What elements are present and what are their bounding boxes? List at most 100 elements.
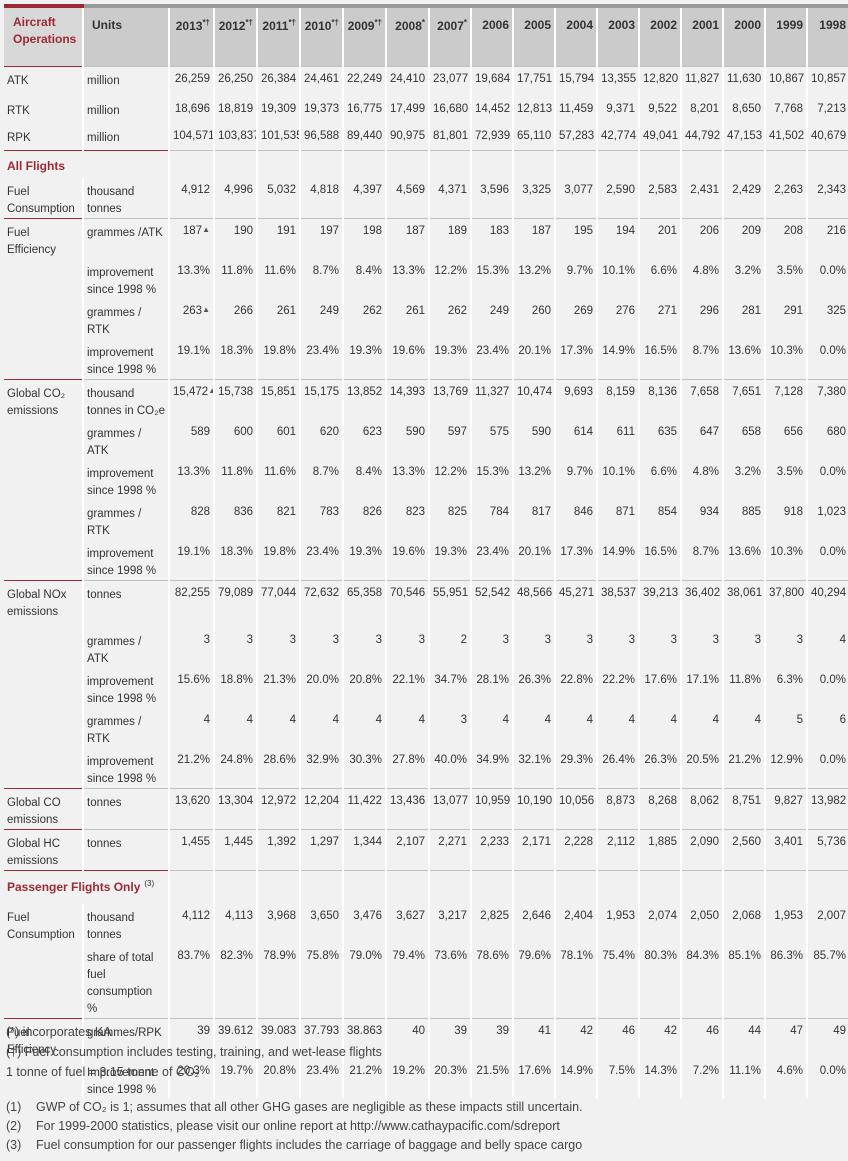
value-text: 4,818 [310,183,339,196]
empty-cell [470,150,513,178]
value-text: 5,032 [267,183,296,196]
value-text: 5 [796,714,803,726]
value-cell: 19,373 [299,96,343,124]
value-text: 80.3% [644,949,677,962]
value-text: 4 [712,714,719,726]
value-text: 84.3% [686,949,719,962]
value-text: 3 [246,634,253,646]
value-text: 262 [447,304,467,317]
value-text: 575 [489,425,509,438]
value-text: 26.4% [602,754,635,766]
value-text: 4.6% [776,1064,803,1077]
value-cell: 19.8% [256,539,300,580]
value-cell: 22.1% [385,668,429,708]
value-cell: 23.4% [470,338,513,379]
value-cell: 817 [512,499,555,540]
value-cell: 4,569 [385,177,429,218]
value-cell: 6.6% [638,459,681,500]
value-text: 3 [796,634,803,646]
value-cell: 611 [596,419,639,460]
value-cell: 5,736 [806,829,848,871]
value-cell: 83.7% [168,943,214,1018]
value-cell: 4 [554,708,597,748]
value-text: 19.3% [349,344,382,357]
value-text: 6.6% [650,465,677,478]
value-cell: 3,968 [256,903,300,944]
value-text: 19.2% [392,1064,425,1077]
value-cell: 7,213 [806,96,848,124]
value-text: 48,566 [517,586,553,599]
value-cell: 14.9% [596,338,639,379]
value-cell: 18,819 [213,96,257,124]
empty-cell [168,870,214,904]
value-cell: 49 [806,1017,848,1059]
value-text: 49 [833,1024,846,1037]
value-text: 3 [586,634,593,646]
value-cell: 78.9% [256,943,300,1018]
row-units: grammes / RTK [87,507,142,537]
value-cell: 2,271 [428,829,471,871]
value-cell: 14.9% [554,1058,597,1099]
value-text: 11,327 [475,385,510,398]
value-text: 296 [699,304,719,317]
value-cell: 3 [385,628,429,668]
value-text: 8,751 [732,795,761,807]
value-text: 79,089 [218,586,254,599]
value-text: 6 [839,714,846,726]
value-cell: 276 [596,298,639,339]
table-row: improvement since 1998 % 21.2% 24.8% 28.6% 3… [4,748,848,789]
value-text: 846 [573,505,593,518]
value-cell: 601 [256,419,300,460]
value-cell: 9,522 [638,96,681,124]
value-text: 101,535 [261,129,300,142]
value-cell: 11.8% [722,668,765,708]
row-label: ATK [4,66,84,97]
value-text: 79.6% [518,949,551,962]
value-text: 14.9% [560,1064,593,1077]
value-text: 75.4% [602,949,635,962]
value-text: 325 [826,304,846,317]
value-text: 15,175 [304,385,340,398]
section-row: All Flights [4,150,848,178]
value-text: 1,455 [181,836,210,848]
value-cell: 13,077 [428,788,471,830]
table-header-row: Aircraft Operations Units 2013*† 2012*† 20… [4,4,848,67]
value-cell: 0.0% [806,338,848,379]
value-text: 3,627 [396,909,425,922]
value-text: 9,693 [564,385,593,398]
value-text: 75.8% [306,949,339,962]
value-text: 39.083 [261,1024,297,1037]
value-text: 18,819 [218,102,254,115]
value-cell: 55,951 [428,579,471,628]
row-units: grammes / RTK [87,716,142,745]
value-cell: 1,885 [638,829,681,871]
header-year-mark: *† [245,18,253,27]
footnote-2-text: For 1999-2000 statistics, please visit o… [36,1119,560,1133]
header-year-mark: * [463,18,467,27]
value-text: 4 [628,714,635,726]
value-text: 190 [233,224,253,237]
header-units: Units [82,4,169,67]
value-text: 623 [362,425,382,438]
header-year-label: 2007 [437,19,464,33]
value-text: 10,056 [559,795,595,807]
section-label: Passenger Flights Only [7,879,141,894]
value-cell: 3 [342,628,386,668]
value-text: 34.7% [434,674,467,686]
triangle-icon: ▲ [208,386,214,395]
value-cell: 30.3% [342,748,386,789]
section-footnote-mark: (3) [144,879,155,888]
value-text: 1,953 [606,909,635,922]
empty-cell [428,870,471,904]
section-label: All Flights [7,159,65,173]
value-text: 19,373 [304,102,340,115]
value-text: 0.0% [819,754,846,766]
value-cell: 11,327 [470,378,513,420]
value-text: 23.4% [476,344,509,357]
value-cell: 8.4% [342,459,386,500]
value-text: 4.8% [692,264,719,277]
value-text: 12,204 [304,795,340,807]
value-cell: 189 [428,217,471,259]
value-text: 197 [319,224,339,237]
header-year-mark: * [421,18,425,27]
